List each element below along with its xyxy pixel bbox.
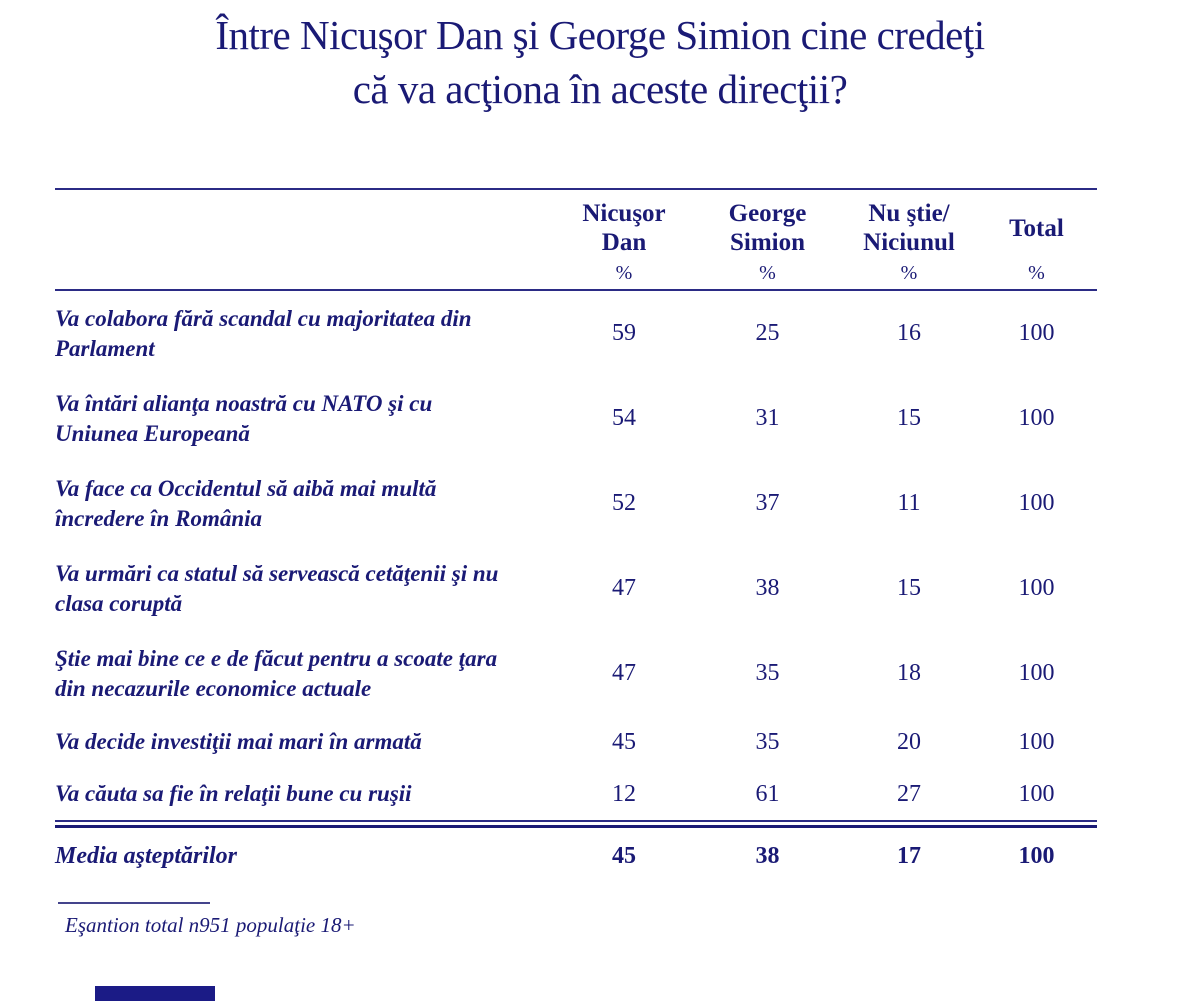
accent-bar [95,986,215,1001]
cell-total: 100 [1018,780,1055,807]
summary-cell-total: 100 [1018,842,1055,869]
header-line-1: George [728,200,807,227]
header-line-2: Niciunul [863,229,955,256]
cell-george-simion: 35 [755,660,780,686]
cell-george-simion: 38 [755,575,780,601]
cell-nicusor-dan: 54 [612,405,636,431]
summary-row: Media aşteptărilor 45 38 17 100 [55,825,1097,884]
cell-total: 100 [1018,575,1055,601]
summary-cell-george-simion: 38 [755,842,780,869]
percent-label: % [1028,262,1045,284]
page-title: Între Nicuşor Dan şi George Simion cine … [0,8,1200,116]
row-label: Va decide investiţii mai mari în armată [55,729,422,755]
cell-nicusor-dan: 59 [612,320,636,346]
cell-nu-stie: 16 [897,320,921,346]
cell-george-simion: 37 [755,490,780,516]
header-line-1: Nu ştie/ [868,200,950,227]
header-line-2: Dan [601,229,647,256]
cell-nu-stie: 15 [897,405,921,431]
column-header-name: Total [976,198,1097,258]
cell-total: 100 [1018,320,1055,346]
column-header-name: George Simion [693,198,842,258]
table-row: Va colabora fără scandal cu majoritatea … [55,291,1097,376]
results-table: Nicuşor Dan % George Simion % Nu ştie/ N… [55,188,1097,884]
cell-nicusor-dan: 45 [612,728,636,755]
cell-nu-stie: 18 [897,660,921,686]
cell-total: 100 [1018,490,1055,516]
percent-label: % [759,262,776,284]
cell-total: 100 [1018,728,1055,755]
row-label: Ştie mai bine ce e de făcut pentru a sco… [55,646,498,701]
cell-nu-stie: 11 [897,490,921,516]
summary-row-label: Media aşteptărilor [55,842,238,869]
cell-nicusor-dan: 47 [612,660,636,686]
header-line-2: Simion [729,229,806,256]
cell-nicusor-dan: 47 [612,575,636,601]
cell-george-simion: 31 [755,405,780,431]
column-header-name: Nicuşor Dan [555,198,693,258]
header-line-1: Nicuşor [582,200,666,227]
table-row: Va urmări ca statul să servească cetăţen… [55,546,1097,631]
cell-nu-stie: 27 [897,780,921,807]
percent-label: % [615,262,633,284]
column-header-total: Total % [976,198,1097,285]
column-header-george-simion: George Simion % [693,198,842,285]
page-title-line-2: că va acţiona în aceste direcţii? [352,66,848,113]
cell-total: 100 [1018,405,1055,431]
summary-cell-nu-stie: 17 [897,842,921,869]
cell-nicusor-dan: 52 [612,490,636,516]
footnote-text: Eşantion total n951 populaţie 18+ [65,913,356,937]
table-row: Va întări alianţa noastră cu NATO şi cu … [55,376,1097,461]
column-header-name: Nu ştie/ Niciunul [842,198,976,258]
summary-cell-nicusor-dan: 45 [612,842,636,869]
row-label: Va întări alianţa noastră cu NATO şi cu … [55,391,433,446]
cell-george-simion: 25 [755,320,780,346]
row-label: Va face ca Occidentul să aibă mai multă … [55,476,437,531]
table-body: Va colabora fără scandal cu majoritatea … [55,291,1097,822]
footnote-divider [58,902,210,904]
cell-nicusor-dan: 12 [612,780,636,807]
cell-nu-stie: 20 [897,728,921,755]
table-row: Ştie mai bine ce e de făcut pentru a sco… [55,631,1097,716]
footnote: Eşantion total n951 populaţie 18+ [58,902,356,938]
table-header-row: Nicuşor Dan % George Simion % Nu ştie/ N… [55,188,1097,291]
cell-total: 100 [1018,660,1055,686]
row-label: Va căuta sa fie în relaţii bune cu ruşii [55,781,412,807]
row-label: Va urmări ca statul să servească cetăţen… [55,561,499,616]
header-line-1: Total [1009,214,1064,242]
table-row: Va face ca Occidentul să aibă mai multă … [55,461,1097,546]
percent-label: % [900,262,918,284]
table-row: Va decide investiţii mai mari în armată … [55,716,1097,768]
table-row: Va căuta sa fie în relaţii bune cu ruşii… [55,768,1097,820]
row-label: Va colabora fără scandal cu majoritatea … [55,306,472,361]
column-header-nu-stie: Nu ştie/ Niciunul % [842,198,976,285]
cell-nu-stie: 15 [897,575,921,601]
page-title-line-1: Între Nicuşor Dan şi George Simion cine … [215,12,985,58]
cell-george-simion: 61 [755,780,780,807]
cell-george-simion: 35 [755,728,780,755]
column-header-nicusor-dan: Nicuşor Dan % [555,198,693,285]
